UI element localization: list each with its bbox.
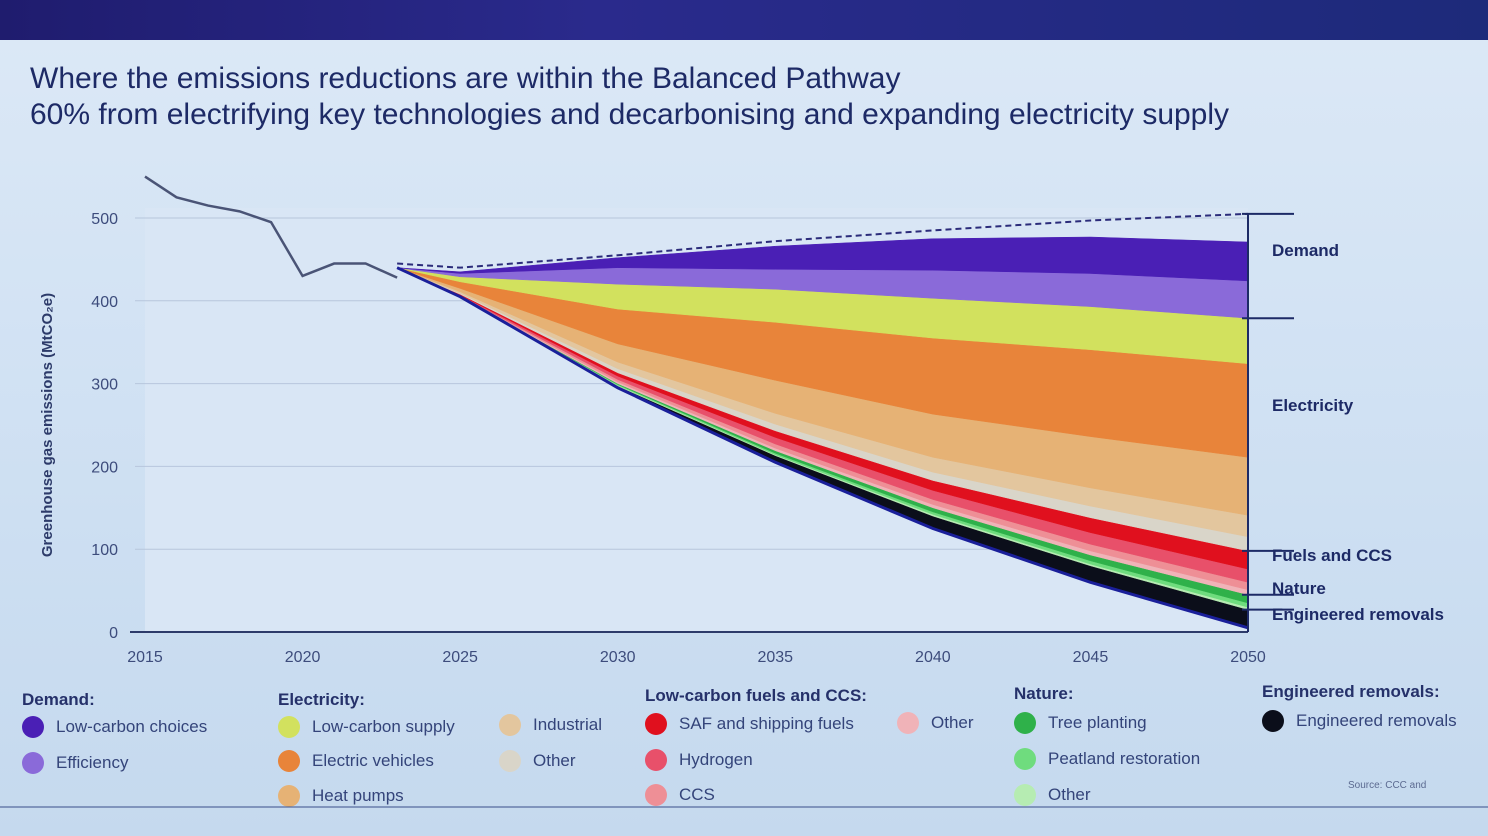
x-tick-label: 2035 <box>757 649 793 666</box>
y-tick-label: 300 <box>91 377 118 394</box>
legend-heading-engineered: Engineered removals: <box>1262 682 1440 701</box>
legend-item-fuels-other: Other <box>897 712 974 734</box>
baseline-line <box>397 212 1249 269</box>
legend-item-engineered-removals: Engineered removals <box>1262 710 1457 732</box>
legend-swatch <box>278 785 300 807</box>
legend-label: Efficiency <box>56 753 129 772</box>
legend-swatch <box>22 716 44 738</box>
bracket-label-fuels-and-ccs: Fuels and CCS <box>1272 546 1392 565</box>
legend-item-electricity-other: Other <box>499 750 576 772</box>
legend-item-low-carbon-supply: Low-carbon supply <box>278 716 455 738</box>
bracket-label-demand: Demand <box>1272 241 1339 260</box>
emissions-chart: 0 100 200 300 400 500 2015 2020 2025 2030 2035 2040… <box>39 175 1444 666</box>
legend-swatch <box>1262 710 1284 732</box>
legend-swatch <box>1014 748 1036 770</box>
legend-heading-electricity: Electricity: <box>278 690 365 709</box>
legend-heading-fuels: Low-carbon fuels and CCS: <box>645 686 867 705</box>
legend-swatch <box>897 712 919 734</box>
x-tick-label: 2030 <box>600 649 636 666</box>
legend-label: Other <box>533 751 576 770</box>
legend-item-low-carbon-choices: Low-carbon choices <box>22 716 207 738</box>
bracket-label-nature: Nature <box>1272 579 1326 598</box>
legend-item-saf: SAF and shipping fuels <box>645 713 854 735</box>
legend-item-heat-pumps: Heat pumps <box>278 785 404 807</box>
legend-swatch <box>499 750 521 772</box>
historical-emissions-line <box>144 175 398 279</box>
legend-swatch <box>22 752 44 774</box>
x-tick-label: 2040 <box>915 649 951 666</box>
legend-item-hydrogen: Hydrogen <box>645 749 753 771</box>
legend-label: Other <box>1048 785 1091 804</box>
top-bar <box>0 0 1488 40</box>
legend-item-peatland: Peatland restoration <box>1014 748 1200 770</box>
legend-label: SAF and shipping fuels <box>679 714 854 733</box>
legend-label: Hydrogen <box>679 750 753 769</box>
y-tick-label: 500 <box>91 211 118 228</box>
x-tick-label: 2045 <box>1073 649 1109 666</box>
legend-item-tree-planting: Tree planting <box>1014 712 1147 734</box>
legend-swatch <box>645 749 667 771</box>
legend-item-efficiency: Efficiency <box>22 752 128 774</box>
legend-label: Heat pumps <box>312 786 404 805</box>
bottom-divider <box>0 806 1488 808</box>
legend-label: Low-carbon supply <box>312 717 455 736</box>
source-note: Source: CCC and <box>1348 780 1427 791</box>
legend-label: Low-carbon choices <box>56 717 208 736</box>
legend-heading-nature: Nature: <box>1014 684 1074 703</box>
bracket-label-electricity: Electricity <box>1272 396 1354 415</box>
y-tick-label: 400 <box>91 294 118 311</box>
legend-label: Peatland restoration <box>1048 749 1201 768</box>
y-tick-label: 200 <box>91 459 118 476</box>
remaining-emissions-line <box>396 266 1249 630</box>
legend-heading-demand: Demand: <box>22 690 95 709</box>
legend-swatch <box>1014 712 1036 734</box>
legend-label: Engineered removals <box>1296 711 1457 730</box>
slide-title: Where the emissions reductions are withi… <box>30 62 901 95</box>
legend-swatch <box>645 713 667 735</box>
legend-item-ccs: CCS <box>645 784 715 806</box>
legend-label: Electric vehicles <box>312 751 434 770</box>
legend-item-electric-vehicles: Electric vehicles <box>278 750 434 772</box>
legend-item-industrial: Industrial <box>499 714 602 736</box>
y-tick-label: 0 <box>109 625 118 642</box>
legend-swatch <box>278 750 300 772</box>
y-tick-label: 100 <box>91 542 118 559</box>
legend-label: Industrial <box>533 715 602 734</box>
legend-label: CCS <box>679 785 715 804</box>
legend-item-nature-other: Other <box>1014 784 1091 806</box>
x-tick-label: 2015 <box>127 649 163 666</box>
legend-swatch <box>1014 784 1036 806</box>
legend-swatch <box>278 716 300 738</box>
slide-subtitle: 60% from electrifying key technologies a… <box>30 98 1230 131</box>
legend-swatch <box>499 714 521 736</box>
legend-swatch <box>645 784 667 806</box>
legend-label: Other <box>931 713 974 732</box>
bracket-label-engineered-removals: Engineered removals <box>1272 605 1444 624</box>
legend-label: Tree planting <box>1048 713 1147 732</box>
x-tick-label: 2050 <box>1230 649 1266 666</box>
x-tick-label: 2020 <box>285 649 321 666</box>
x-tick-label: 2025 <box>442 649 478 666</box>
y-axis-label: Greenhouse gas emissions (MtCO₂e) <box>39 293 56 557</box>
